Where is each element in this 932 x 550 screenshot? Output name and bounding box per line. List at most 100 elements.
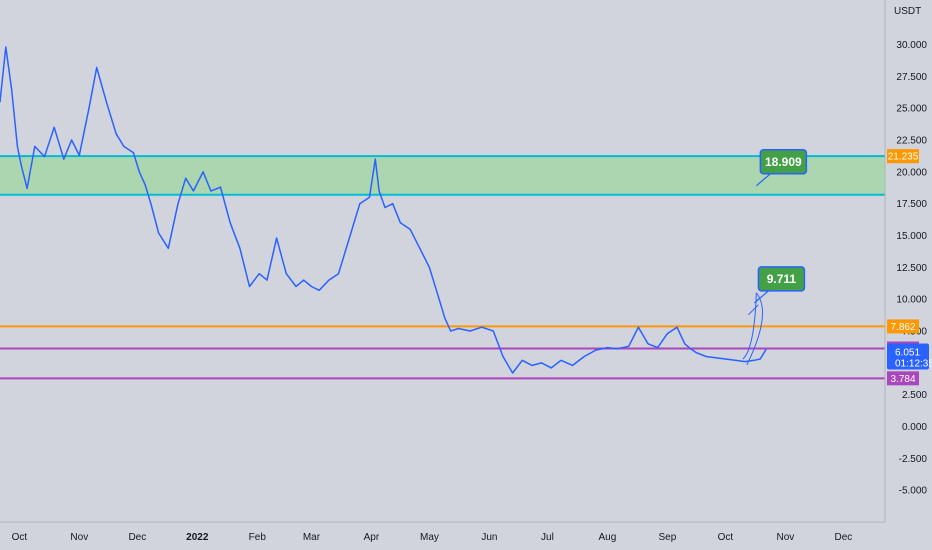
price-point	[492, 330, 494, 332]
time-tick-label: Dec	[835, 532, 853, 543]
price-point	[276, 237, 278, 239]
current-price-label: 6.051	[895, 347, 920, 358]
price-point	[138, 171, 140, 173]
price-point	[239, 247, 241, 249]
price-point	[150, 203, 152, 205]
price-point	[5, 46, 7, 48]
price-badge-label-3: 3.784	[890, 374, 915, 385]
price-point	[444, 317, 446, 319]
price-point	[16, 145, 19, 148]
price-point	[502, 355, 504, 358]
price-point	[318, 289, 320, 291]
price-point	[53, 126, 55, 128]
projection-curve-up	[742, 292, 757, 360]
time-tick-label: Feb	[249, 532, 267, 543]
price-point	[450, 330, 452, 332]
price-point	[43, 156, 46, 158]
price-point	[248, 285, 251, 288]
price-tick-label: 2.500	[902, 390, 927, 401]
price-point	[512, 372, 514, 374]
price-point	[595, 349, 597, 351]
time-tick-label: Apr	[364, 532, 380, 543]
price-point	[606, 346, 609, 349]
price-tick-label: 27.500	[896, 72, 927, 83]
price-point	[409, 228, 411, 230]
price-point	[20, 164, 22, 167]
price-axis-ticks: 30.000 27.500 25.000 22.500 20.000 17.500 15.0…	[896, 40, 927, 497]
price-axis-unit: USDT	[894, 6, 921, 17]
price-point	[0, 101, 1, 103]
price-point	[676, 326, 678, 328]
projection-curve-down	[746, 292, 763, 366]
price-point	[266, 279, 268, 281]
price-point	[229, 222, 231, 224]
price-point	[96, 66, 98, 69]
price-point	[192, 190, 195, 192]
price-point	[399, 222, 402, 224]
price-point	[144, 184, 146, 186]
price-point	[392, 203, 394, 205]
time-tick-label: 2022	[186, 532, 209, 543]
price-badge-label-1: 7.862	[890, 322, 915, 333]
price-point	[541, 362, 543, 364]
time-axis-ticks: Oct Nov Dec 2022 Feb Mar Apr May Jun Jul Aug Sep Oct…	[12, 532, 853, 543]
price-point	[689, 348, 692, 350]
time-tick-label: Sep	[658, 532, 676, 543]
callout-box-1	[757, 266, 806, 292]
price-point	[123, 145, 125, 148]
price-point	[684, 343, 686, 345]
price-point	[436, 292, 438, 294]
price-point	[457, 327, 460, 330]
price-point	[481, 326, 483, 328]
price-point	[637, 326, 639, 328]
price-point	[753, 359, 756, 361]
callout-pointer-1	[754, 290, 769, 304]
price-point	[26, 187, 28, 190]
time-tick-label: Nov	[776, 532, 794, 543]
price-point	[384, 206, 386, 209]
price-tick-label: 0.000	[902, 422, 927, 433]
price-tick-label: 12.500	[896, 263, 927, 274]
price-point	[419, 247, 421, 249]
time-axis[interactable]	[0, 522, 932, 550]
price-tick-label: 30.000	[896, 40, 927, 51]
price-tick-label: -2.500	[899, 454, 928, 465]
plot-area[interactable]	[0, 0, 885, 522]
price-point	[105, 101, 107, 103]
price-point	[657, 346, 659, 349]
price-point	[132, 152, 135, 154]
projection-arrow-layer	[742, 292, 763, 366]
zone-band-0	[0, 156, 885, 195]
price-point	[202, 171, 204, 173]
price-point	[715, 357, 717, 359]
price-point	[521, 359, 523, 361]
price-point	[295, 285, 297, 288]
price-point	[70, 139, 73, 141]
current-price-badge	[887, 343, 929, 370]
price-point	[11, 88, 13, 90]
price-point	[359, 203, 361, 205]
price-point	[78, 154, 80, 156]
price-point	[705, 355, 707, 358]
time-tick-label: Oct	[12, 532, 28, 543]
price-point	[616, 348, 618, 350]
price-point	[378, 190, 380, 192]
price-point	[337, 273, 340, 275]
callout-box-0	[759, 149, 808, 175]
price-point	[347, 241, 349, 243]
price-axis[interactable]	[885, 0, 932, 550]
price-line-layer	[0, 46, 767, 374]
price-tick-label: 22.500	[896, 136, 927, 147]
price-tick-label: 17.500	[896, 199, 927, 210]
price-point	[583, 355, 585, 358]
price-badge-label-0: 21.235	[888, 152, 919, 163]
price-tick-label: 15.000	[896, 231, 927, 242]
price-point	[167, 247, 169, 249]
price-point	[368, 196, 371, 198]
price-point	[303, 279, 305, 281]
time-tick-label: Jun	[481, 532, 497, 543]
price-point	[210, 190, 212, 192]
price-point	[285, 273, 287, 275]
price-point	[258, 273, 260, 275]
